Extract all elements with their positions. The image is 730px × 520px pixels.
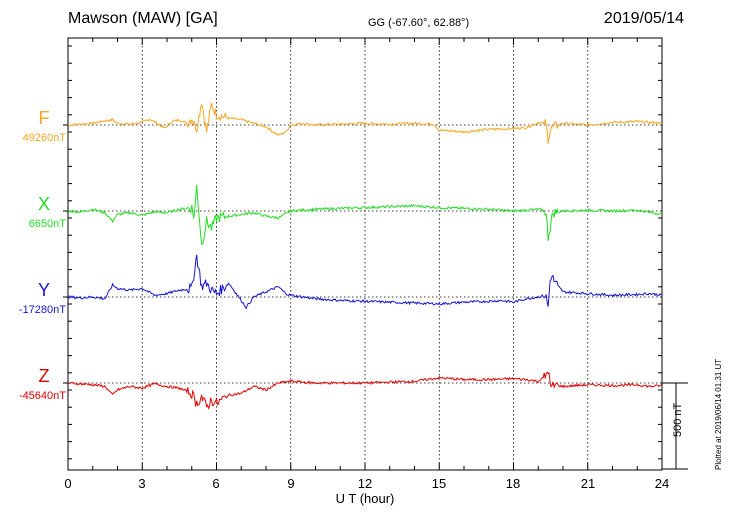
x-axis-label: U T (hour): [335, 491, 395, 506]
station-coords: GG (-67.60°, 62.88°): [368, 17, 470, 29]
x-tick-label: 21: [580, 476, 596, 491]
series-line-f: [67, 102, 663, 144]
plotted-timestamp: Plotted at 2019/06/14 01:31 UT: [714, 358, 723, 470]
series-name-y: Y: [37, 280, 50, 300]
chart-title: Mawson (MAW) [GA]: [68, 10, 218, 27]
x-tick-label: 12: [357, 476, 373, 491]
series-line-x: [67, 184, 663, 245]
series-line-y: [67, 254, 663, 310]
series-baseline-y: -17280nT: [18, 304, 66, 316]
series-line-z: [67, 371, 663, 410]
x-tick-label: 18: [505, 476, 521, 491]
series-baseline-z: -45640nT: [18, 390, 66, 402]
x-tick-label: 0: [64, 476, 72, 491]
x-tick-label: 24: [654, 476, 670, 491]
series-name-x: X: [37, 194, 50, 214]
x-tick-label: 3: [138, 476, 146, 491]
x-tick-label: 9: [287, 476, 295, 491]
series-name-z: Z: [38, 366, 50, 386]
x-tick-label: 6: [212, 476, 220, 491]
series-name-f: F: [38, 108, 50, 128]
scale-bar-label: 500 nT: [672, 402, 684, 437]
chart-date: 2019/05/14: [603, 10, 684, 27]
series-baseline-x: 6650nT: [28, 218, 66, 230]
series-baseline-f: 49260nT: [22, 132, 66, 144]
x-tick-label: 15: [431, 476, 447, 491]
